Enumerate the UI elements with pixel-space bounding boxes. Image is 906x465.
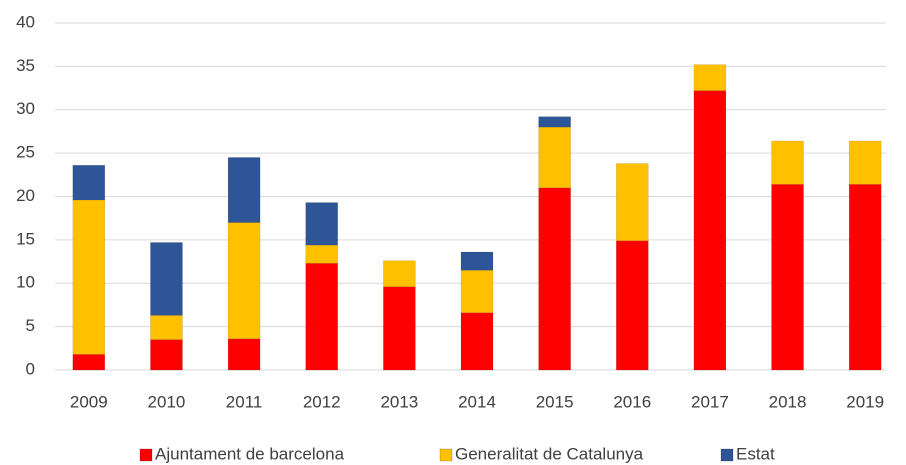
- bar-segment: [771, 140, 804, 185]
- x-tick-label: 2011: [226, 392, 263, 411]
- legend-label: Ajuntament de barcelona: [155, 444, 345, 463]
- y-tick-label: 40: [16, 12, 35, 31]
- bar-segment: [383, 286, 416, 371]
- bar-segment: [848, 184, 882, 371]
- legend-swatch: [439, 448, 453, 462]
- bar-segment: [227, 157, 261, 223]
- bar-segment: [693, 90, 727, 371]
- y-tick-label: 30: [16, 99, 35, 118]
- bar-segment: [693, 64, 727, 91]
- x-tick-label: 2015: [536, 392, 574, 411]
- bar-segment: [538, 187, 571, 371]
- x-tick-label: 2009: [70, 392, 108, 411]
- y-tick-label: 15: [16, 229, 35, 248]
- bar-segment: [460, 251, 494, 271]
- bar-segment: [305, 244, 339, 264]
- bar-segment: [72, 199, 106, 355]
- x-tick-label: 2019: [846, 392, 884, 411]
- x-tick-label: 2010: [148, 392, 186, 411]
- legend-swatch: [139, 448, 153, 462]
- bar-segment: [460, 269, 494, 314]
- bar-segment: [150, 315, 183, 340]
- bar-segment: [72, 164, 106, 201]
- legend-swatch: [720, 448, 734, 462]
- x-tick-label: 2013: [380, 392, 418, 411]
- bar-segment: [383, 260, 416, 288]
- bar-segment: [538, 116, 571, 128]
- legend-label: Estat: [736, 444, 775, 463]
- bar-segment: [615, 240, 649, 371]
- x-tick-label: 2018: [769, 392, 807, 411]
- bar-segment: [227, 222, 261, 340]
- bar-segment: [460, 312, 494, 371]
- x-tick-label: 2016: [613, 392, 651, 411]
- x-tick-label: 2012: [303, 392, 341, 411]
- y-tick-label: 0: [26, 359, 35, 378]
- bar-segment: [538, 126, 571, 189]
- bar-segment: [150, 242, 183, 316]
- y-tick-label: 25: [16, 143, 35, 162]
- x-tick-label: 2017: [691, 392, 729, 411]
- y-tick-label: 5: [26, 316, 35, 335]
- bar-segment: [615, 163, 649, 242]
- bar-segment: [305, 202, 339, 246]
- x-tick-label: 2014: [458, 392, 496, 411]
- legend-label: Generalitat de Catalunya: [455, 444, 644, 463]
- y-tick-label: 20: [16, 186, 35, 205]
- y-tick-label: 35: [16, 56, 35, 75]
- bar-segment: [848, 140, 882, 185]
- bar-segment: [305, 262, 339, 371]
- y-tick-label: 10: [16, 273, 35, 292]
- bar-segment: [72, 354, 106, 371]
- bar-segment: [150, 339, 183, 371]
- bar-segment: [227, 338, 261, 371]
- bar-segment: [771, 184, 804, 371]
